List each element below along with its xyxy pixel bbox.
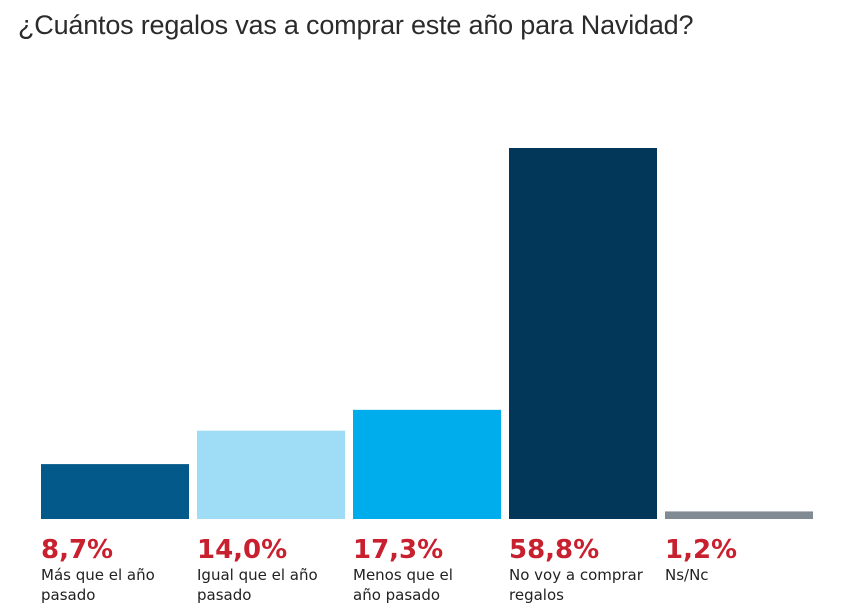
value-label-2: 14,0%	[197, 535, 287, 565]
category-label-2: pasado	[197, 586, 251, 604]
category-label-2: Igual que el año	[197, 566, 318, 584]
value-label-3: 17,3%	[353, 535, 443, 565]
category-label-1: Más que el año	[41, 566, 155, 584]
value-label-1: 8,7%	[41, 535, 113, 565]
bar-1	[41, 464, 189, 519]
category-label-4: No voy a comprar	[509, 566, 644, 584]
chart-title: ¿Cuántos regalos vas a comprar este año …	[18, 10, 694, 40]
bar-2	[197, 430, 345, 519]
category-label-1: pasado	[41, 586, 95, 604]
category-label-4: regalos	[509, 586, 564, 604]
category-label-5: Ns/Nc	[665, 566, 709, 584]
category-label-3: año pasado	[353, 586, 440, 604]
value-label-4: 58,8%	[509, 535, 599, 565]
value-label-5: 1,2%	[665, 535, 737, 565]
bar-3	[353, 409, 501, 519]
category-label-3: Menos que el	[353, 566, 453, 584]
bar-4	[509, 148, 657, 519]
bar-5	[665, 511, 813, 519]
